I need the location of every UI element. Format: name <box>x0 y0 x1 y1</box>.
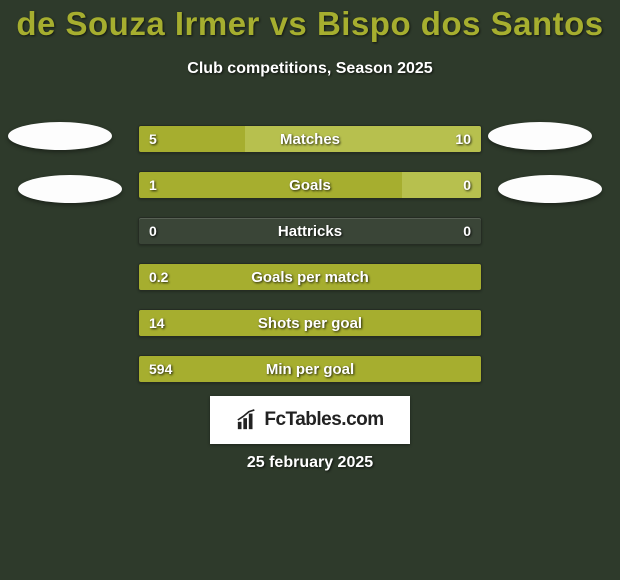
stat-row: 510Matches <box>138 125 482 153</box>
player-left-avatar-1 <box>8 122 112 150</box>
player-left-avatar-2 <box>18 175 122 203</box>
stat-bar-left <box>139 172 402 198</box>
stat-bar-right <box>402 172 481 198</box>
stat-row: 594Min per goal <box>138 355 482 383</box>
stat-row: 14Shots per goal <box>138 309 482 337</box>
stat-bar-right <box>245 126 481 152</box>
stat-bar-left <box>139 264 481 290</box>
stat-value-right: 0 <box>463 218 471 244</box>
logo-text: FcTables.com <box>264 409 383 431</box>
player-right-avatar-1 <box>488 122 592 150</box>
subtitle: Club competitions, Season 2025 <box>0 60 620 78</box>
logo-bars-icon <box>236 409 258 431</box>
date-label: 25 february 2025 <box>0 454 620 472</box>
page-title: de Souza Irmer vs Bispo dos Santos <box>0 5 620 43</box>
stat-bar-left <box>139 356 481 382</box>
comparison-infographic: de Souza Irmer vs Bispo dos Santos Club … <box>0 0 620 580</box>
stat-label: Hattricks <box>139 218 481 244</box>
player-right-avatar-2 <box>498 175 602 203</box>
stat-value-left: 0 <box>149 218 157 244</box>
stat-bars: 510Matches 10Goals 0 0Hattricks 0.2Goals per… <box>138 125 482 401</box>
fctables-logo: FcTables.com <box>210 396 410 444</box>
stat-row: 0 0Hattricks <box>138 217 482 245</box>
stat-bar-left <box>139 126 245 152</box>
stat-row: 0.2Goals per match <box>138 263 482 291</box>
stat-row: 10Goals <box>138 171 482 199</box>
stat-bar-left <box>139 310 481 336</box>
